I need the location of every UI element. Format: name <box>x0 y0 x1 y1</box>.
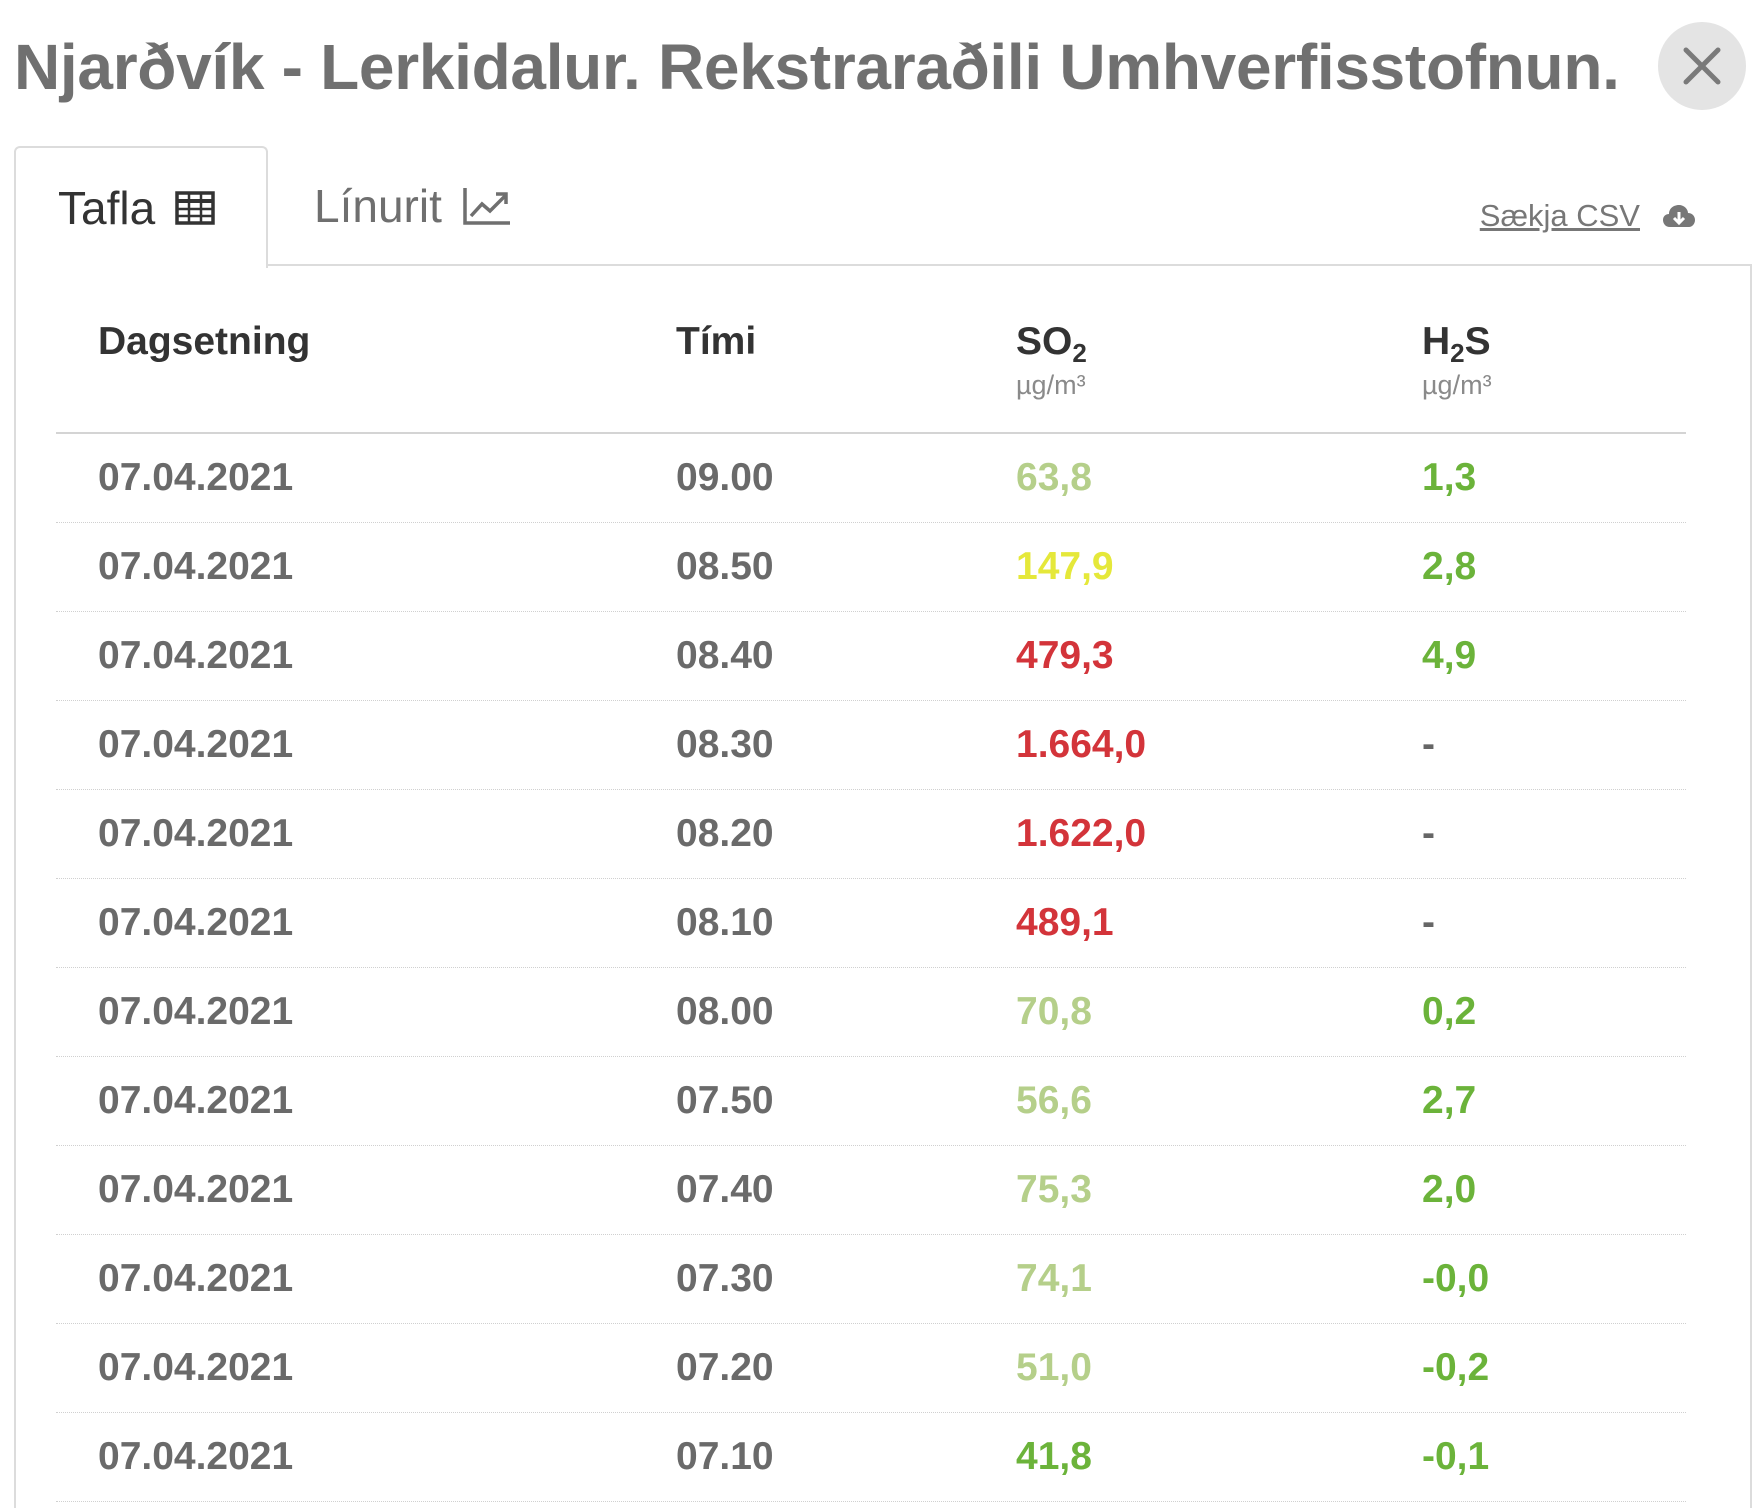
cell-date: 07.04.2021 <box>98 990 294 1033</box>
tab-line-chart-label: Línurit <box>314 180 442 232</box>
h2s-label-h: H <box>1422 320 1451 363</box>
cell-time: 07.30 <box>676 1257 774 1300</box>
cell-h2s: 1,3 <box>1422 456 1477 499</box>
table-row: 07.04.2021 07.50 56,6 2,7 <box>56 1057 1686 1146</box>
cell-time: 07.40 <box>676 1168 774 1211</box>
tab-line-chart[interactable]: Línurit <box>314 146 512 266</box>
cell-h2s: 4,9 <box>1422 634 1477 677</box>
table-row: 07.04.2021 08.40 479,3 4,9 <box>56 612 1686 701</box>
tab-table-label: Tafla <box>58 182 156 234</box>
cell-date: 07.04.2021 <box>98 901 294 944</box>
cell-so2: 489,1 <box>1016 901 1114 944</box>
cell-so2: 63,8 <box>1016 456 1092 499</box>
cell-so2: 479,3 <box>1016 634 1114 677</box>
cell-time: 07.10 <box>676 1435 774 1478</box>
cell-h2s: -0,1 <box>1422 1435 1490 1478</box>
h2s-label-s: S <box>1464 320 1491 363</box>
cell-time: 08.00 <box>676 990 774 1033</box>
cell-so2: 74,1 <box>1016 1257 1092 1300</box>
close-icon <box>1683 47 1721 85</box>
cell-time: 09.00 <box>676 456 774 499</box>
table-row: 07.04.2021 07.20 51,0 -0,2 <box>56 1324 1686 1413</box>
cell-h2s: 2,7 <box>1422 1079 1477 1122</box>
so2-label: SO <box>1016 320 1073 363</box>
tab-table[interactable]: Tafla <box>14 146 268 268</box>
cell-h2s: 2,8 <box>1422 545 1477 588</box>
download-csv-label: Sækja CSV <box>1479 198 1640 233</box>
cloud-download-icon <box>1662 203 1696 229</box>
table-row: 07.04.2021 07.40 75,3 2,0 <box>56 1146 1686 1235</box>
cell-h2s: - <box>1422 723 1435 766</box>
cell-time: 08.20 <box>676 812 774 855</box>
cell-date: 07.04.2021 <box>98 634 294 677</box>
table-row: 07.04.2021 08.10 489,1 - <box>56 879 1686 968</box>
column-header-h2s: H2S µg/m³ <box>1422 320 1492 401</box>
so2-subscript: 2 <box>1072 338 1087 368</box>
cell-time: 08.30 <box>676 723 774 766</box>
cell-so2: 51,0 <box>1016 1346 1092 1389</box>
cell-so2: 41,8 <box>1016 1435 1092 1478</box>
table-icon <box>175 191 215 225</box>
cell-so2: 147,9 <box>1016 545 1114 588</box>
cell-h2s: -0,0 <box>1422 1257 1490 1300</box>
cell-h2s: 2,0 <box>1422 1168 1477 1211</box>
cell-so2: 1.622,0 <box>1016 812 1147 855</box>
table-panel-border <box>1750 264 1752 1508</box>
cell-date: 07.04.2021 <box>98 723 294 766</box>
cell-date: 07.04.2021 <box>98 1168 294 1211</box>
h2s-unit: µg/m³ <box>1422 370 1492 400</box>
cell-h2s: -0,2 <box>1422 1346 1490 1389</box>
cell-date: 07.04.2021 <box>98 456 294 499</box>
table-row: 07.04.2021 08.30 1.664,0 - <box>56 701 1686 790</box>
cell-so2: 70,8 <box>1016 990 1092 1033</box>
table-header: Dagsetning Tími SO2 µg/m³ H2S µg/m³ <box>56 320 1686 434</box>
table-row: 07.04.2021 08.20 1.622,0 - <box>56 790 1686 879</box>
table-row: 07.04.2021 08.00 70,8 0,2 <box>56 968 1686 1057</box>
cell-so2: 56,6 <box>1016 1079 1092 1122</box>
h2s-subscript: 2 <box>1450 338 1465 368</box>
cell-h2s: 0,2 <box>1422 990 1477 1033</box>
cell-date: 07.04.2021 <box>98 545 294 588</box>
cell-date: 07.04.2021 <box>98 1346 294 1389</box>
close-button[interactable] <box>1658 22 1746 110</box>
cell-h2s: - <box>1422 901 1435 944</box>
cell-time: 07.50 <box>676 1079 774 1122</box>
cell-h2s: - <box>1422 812 1435 855</box>
table-panel <box>14 264 1752 1508</box>
download-csv-link[interactable]: Sækja CSV <box>1480 198 1696 234</box>
table-row: 07.04.2021 08.50 147,9 2,8 <box>56 523 1686 612</box>
table-row: 07.04.2021 07.30 74,1 -0,0 <box>56 1235 1686 1324</box>
page-title: Njarðvík - Lerkidalur. Rekstraraðili Umh… <box>14 31 1620 103</box>
cell-time: 08.50 <box>676 545 774 588</box>
tabs-divider <box>268 264 1752 266</box>
cell-so2: 1.664,0 <box>1016 723 1147 766</box>
cell-so2: 75,3 <box>1016 1168 1092 1211</box>
column-header-date: Dagsetning <box>98 320 311 363</box>
cell-time: 08.10 <box>676 901 774 944</box>
so2-unit: µg/m³ <box>1016 370 1086 400</box>
line-chart-icon <box>462 186 512 226</box>
table-body: 07.04.2021 09.00 63,8 1,3 07.04.2021 08.50 147… <box>56 434 1686 1502</box>
table-row: 07.04.2021 09.00 63,8 1,3 <box>56 434 1686 523</box>
cell-time: 07.20 <box>676 1346 774 1389</box>
table-row: 07.04.2021 07.10 41,8 -0,1 <box>56 1413 1686 1502</box>
cell-date: 07.04.2021 <box>98 1435 294 1478</box>
cell-date: 07.04.2021 <box>98 1257 294 1300</box>
column-header-time: Tími <box>676 320 757 363</box>
cell-date: 07.04.2021 <box>98 812 294 855</box>
cell-date: 07.04.2021 <box>98 1079 294 1122</box>
cell-time: 08.40 <box>676 634 774 677</box>
column-header-so2: SO2 µg/m³ <box>1016 320 1087 401</box>
